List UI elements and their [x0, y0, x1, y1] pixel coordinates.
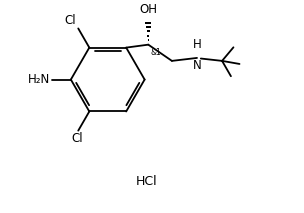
Text: H: H [193, 38, 201, 52]
Text: &1: &1 [151, 48, 161, 57]
Text: H₂N: H₂N [28, 73, 50, 86]
Text: Cl: Cl [64, 14, 76, 27]
Text: OH: OH [139, 3, 157, 16]
Text: Cl: Cl [71, 132, 83, 145]
Text: HCl: HCl [135, 175, 157, 188]
Text: N: N [193, 59, 201, 72]
